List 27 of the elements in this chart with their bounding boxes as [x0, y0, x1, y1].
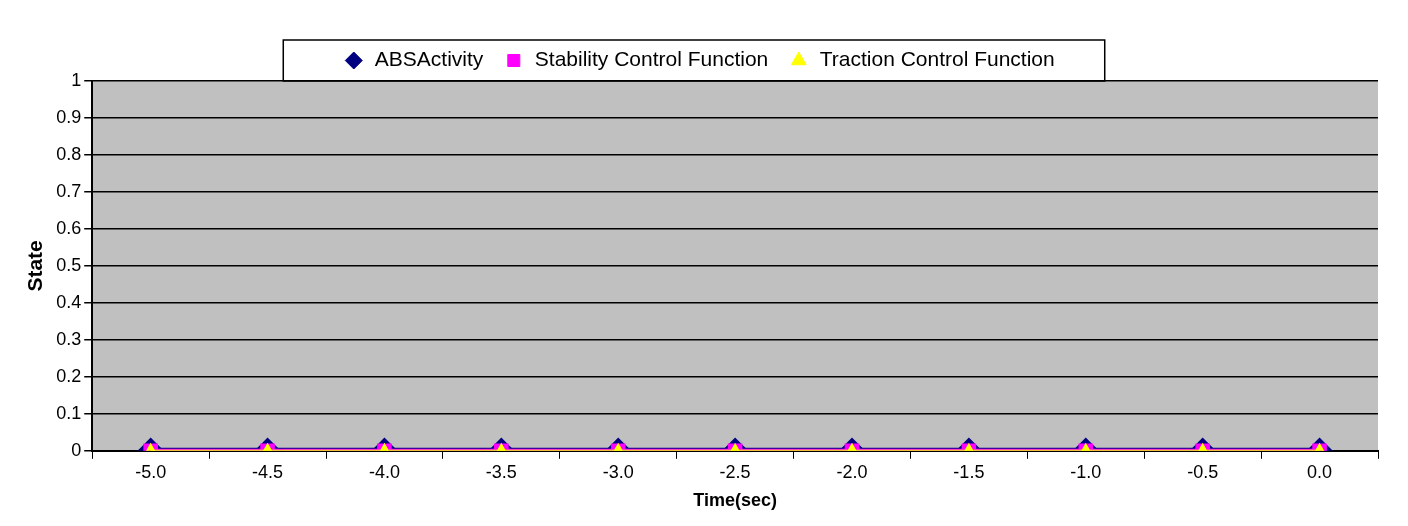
y-tick-label: 0.6 [56, 217, 82, 238]
x-tick-label: -0.5 [1187, 461, 1219, 482]
x-tick-label: -4.0 [368, 461, 400, 482]
y-tick-label: 0.7 [56, 180, 82, 201]
y-tick-label: 0.3 [56, 328, 82, 349]
legend-label: Traction Control Function [819, 47, 1055, 71]
x-tick-label: 0.0 [1307, 461, 1333, 482]
x-tick-label: -3.0 [602, 461, 634, 482]
x-tick-label: -3.5 [485, 461, 517, 482]
x-tick-label: -5.0 [135, 461, 167, 482]
y-tick-label: 0.8 [56, 143, 82, 164]
x-tick-label: -1.5 [953, 461, 985, 482]
x-tick-label: -4.5 [252, 461, 284, 482]
y-tick-label: 0 [71, 439, 82, 460]
y-tick-label: 0.1 [56, 402, 82, 423]
y-axis-title: State [23, 240, 47, 292]
x-tick-label: -2.0 [836, 461, 868, 482]
y-tick-label: 0.5 [56, 254, 82, 275]
x-tick-label: -1.0 [1070, 461, 1102, 482]
x-tick-label: -2.5 [719, 461, 751, 482]
y-tick-label: 0.4 [56, 291, 82, 312]
x-axis-title: Time(sec) [693, 490, 777, 511]
y-tick-label: 0.9 [56, 106, 82, 127]
legend-label: ABSActivity [374, 47, 484, 71]
y-tick-label: 1 [71, 69, 82, 90]
legend-label: Stability Control Function [534, 47, 769, 71]
y-tick-label: 0.2 [56, 365, 82, 386]
